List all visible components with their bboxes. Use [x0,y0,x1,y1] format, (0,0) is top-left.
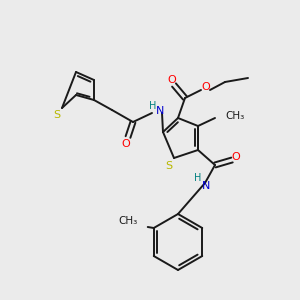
Text: H: H [194,173,202,183]
Text: S: S [53,110,61,120]
Text: H: H [149,101,157,111]
Text: CH₃: CH₃ [225,111,244,121]
Text: CH₃: CH₃ [118,216,138,226]
Text: N: N [156,106,164,116]
Text: N: N [202,181,210,191]
Text: O: O [232,152,240,162]
Text: S: S [165,161,172,171]
Text: O: O [122,139,130,149]
Text: O: O [168,75,176,85]
Text: O: O [202,82,210,92]
